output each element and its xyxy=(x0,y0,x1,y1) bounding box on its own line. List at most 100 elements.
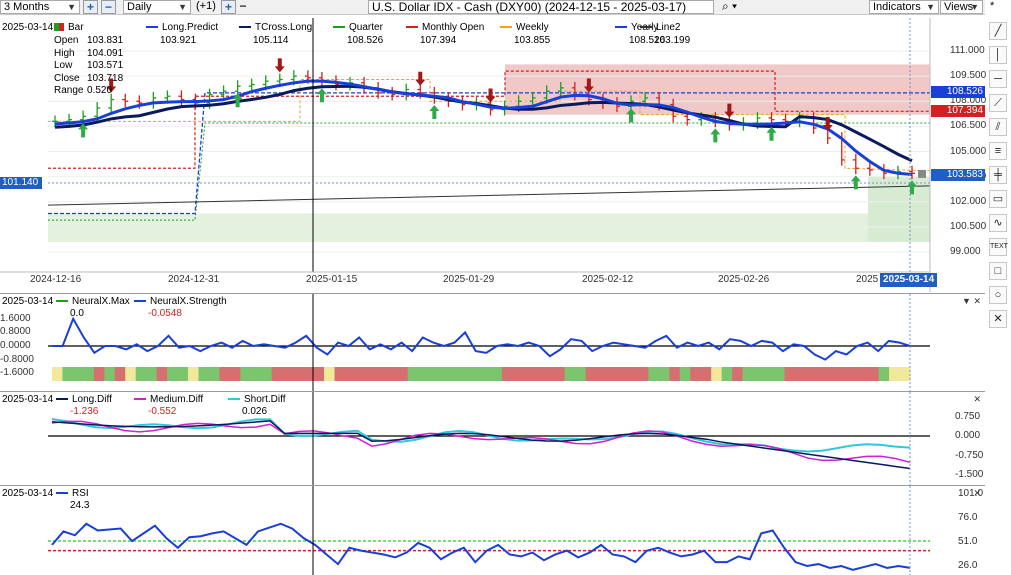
signal-cell xyxy=(868,367,880,381)
price-pane[interactable]: 2025-03-14 Bar Open 103.831 High 104.091 Low… xyxy=(0,18,987,292)
signal-cell xyxy=(282,367,294,381)
wave-tool-icon[interactable]: ∿ xyxy=(989,214,1007,232)
signal-cell xyxy=(742,367,754,381)
price-tick-label: 100.500 xyxy=(950,220,987,232)
legend-swatch xyxy=(500,26,512,29)
legend-name: NeuralX.Max xyxy=(72,296,130,307)
signal-cell xyxy=(847,367,859,381)
add-offset-button[interactable]: + xyxy=(221,0,236,14)
channel-tool-icon[interactable]: ⫽ xyxy=(989,118,1007,136)
date-tick-label: 2024-12-16 xyxy=(30,274,82,285)
signal-cell xyxy=(826,367,838,381)
legend-date: 2025-03-14 xyxy=(2,22,54,33)
drawing-toolbar: ╱ │ ─ ⟋ ⫽ ≡ ╪ ▭ ∿ TEXT □ ○ ✕ xyxy=(987,18,1009,328)
axis-bg xyxy=(930,392,985,485)
crosshair-tool-icon[interactable]: ╪ xyxy=(989,166,1007,184)
signal-cell xyxy=(344,367,356,381)
price-tick-label: 111.000 xyxy=(950,45,985,56)
signal-cell xyxy=(355,367,367,381)
text-tool-icon[interactable]: TEXT xyxy=(989,238,1008,256)
price-tick-label: 102.000 xyxy=(950,195,987,207)
price-tick-label: 108.000 xyxy=(950,95,987,107)
indicators-button[interactable]: Indicators ▼ xyxy=(869,0,939,14)
trendline-tool-icon[interactable]: ╱ xyxy=(989,22,1007,40)
sell-arrow-icon xyxy=(415,71,426,86)
signal-cell xyxy=(878,367,890,381)
date-tick-label: 2024-12-31 xyxy=(168,274,220,285)
chevron-down-icon: ▼ xyxy=(926,2,935,12)
buy-arrow-icon xyxy=(232,93,243,108)
signal-cell xyxy=(114,367,126,381)
signal-cell xyxy=(219,367,231,381)
ray-tool-icon[interactable]: ⟋ xyxy=(989,94,1007,112)
chevron-down-icon: ▼ xyxy=(67,2,76,12)
price-chart-svg[interactable] xyxy=(0,18,985,292)
rsi-tick-label: 26.0 xyxy=(958,560,978,571)
interval-select[interactable]: Daily ▼ xyxy=(123,0,191,14)
rsi-pane[interactable]: 2025-03-14 RSI 24.3 101.0 76.0 51.0 26.0 ✕ xyxy=(0,485,985,575)
legend-value: 108.526 xyxy=(629,35,666,46)
neuralx-tick-label: -0.8000 xyxy=(0,353,34,365)
legend-date: 2025-03-14 xyxy=(2,488,54,499)
signal-cell xyxy=(690,367,702,381)
signal-cell xyxy=(470,367,482,381)
offset-label: (+1) xyxy=(196,0,216,12)
views-button[interactable]: Views ▼ xyxy=(940,0,983,14)
legend-name: Short.Diff xyxy=(244,394,286,405)
signal-cell xyxy=(125,367,137,381)
delete-tool-icon[interactable]: ✕ xyxy=(989,310,1007,328)
fibonacci-tool-icon[interactable]: ≡ xyxy=(989,142,1007,160)
signal-cell xyxy=(439,367,451,381)
add-period-button[interactable]: + xyxy=(83,0,98,14)
price-tick-label: 99.000 xyxy=(950,246,981,257)
legend-swatch xyxy=(134,398,146,401)
signal-cell xyxy=(773,367,785,381)
vertical-line-tool-icon[interactable]: │ xyxy=(989,46,1007,64)
sell-arrow-icon xyxy=(822,117,833,132)
period-value: 3 Months xyxy=(4,1,50,13)
ellipse-tool-icon[interactable]: ○ xyxy=(989,286,1007,304)
neuralx-tick-label: -1.6000 xyxy=(0,367,34,379)
sell-arrow-icon xyxy=(485,88,496,103)
signal-cell xyxy=(188,367,199,381)
rsi-tick-label: 76.0 xyxy=(958,512,978,523)
remove-period-button[interactable]: − xyxy=(101,0,116,14)
signal-cell xyxy=(899,367,911,381)
signal-cell xyxy=(711,367,723,381)
neuralx-pane[interactable]: 2025-03-14 NeuralX.Max 0.0 NeuralX.Strengt… xyxy=(0,293,985,391)
signal-cell xyxy=(52,367,63,381)
price-tick-label: 106.500 xyxy=(950,120,987,132)
period-select[interactable]: 3 Months ▼ xyxy=(0,0,80,14)
pane-close-icon[interactable]: ✕ xyxy=(973,394,981,404)
horizontal-line-tool-icon[interactable]: ─ xyxy=(989,70,1007,88)
legend-name: Monthly Open xyxy=(422,22,485,33)
legend-swatch xyxy=(134,300,146,303)
signal-cell xyxy=(533,367,545,381)
legend-swatch xyxy=(406,26,418,29)
callout-tool-icon[interactable]: ▭ xyxy=(989,190,1007,208)
signal-cell xyxy=(365,367,377,381)
axis-bg xyxy=(930,486,985,575)
legend-value: 107.394 xyxy=(420,35,457,46)
legend-quarter: Quarter xyxy=(333,22,383,33)
rectangle-tool-icon[interactable]: □ xyxy=(989,262,1007,280)
signal-cell xyxy=(334,367,346,381)
neuralx-chart-svg[interactable] xyxy=(0,294,985,391)
signal-cell xyxy=(658,367,670,381)
rsi-chart-svg[interactable] xyxy=(0,486,985,575)
legend-neuralx-max: NeuralX.Max xyxy=(56,296,130,307)
pane-close-icon[interactable]: ✕ xyxy=(973,488,981,498)
resistance-zone xyxy=(505,64,930,115)
symbol-input[interactable]: U.S. Dollar IDX - Cash (DXY00) (2024-12-… xyxy=(368,0,714,14)
legend-rsi: RSI xyxy=(56,488,89,499)
diff-pane[interactable]: 2025-03-14 Long.Diff -1.236 Medium.Diff -0.… xyxy=(0,391,985,485)
search-icon[interactable]: ⌕ ▾ xyxy=(722,0,738,13)
signal-cell xyxy=(501,367,513,381)
signal-cell xyxy=(805,367,817,381)
pane-menu-icon[interactable]: ▼ ✕ xyxy=(962,296,981,306)
neuralx-strength-line xyxy=(52,316,911,361)
pin-icon[interactable]: * xyxy=(990,0,995,12)
diff-chart-svg[interactable] xyxy=(0,392,985,485)
minus-offset-button[interactable]: − xyxy=(239,0,247,13)
legend-swatch xyxy=(56,492,68,495)
